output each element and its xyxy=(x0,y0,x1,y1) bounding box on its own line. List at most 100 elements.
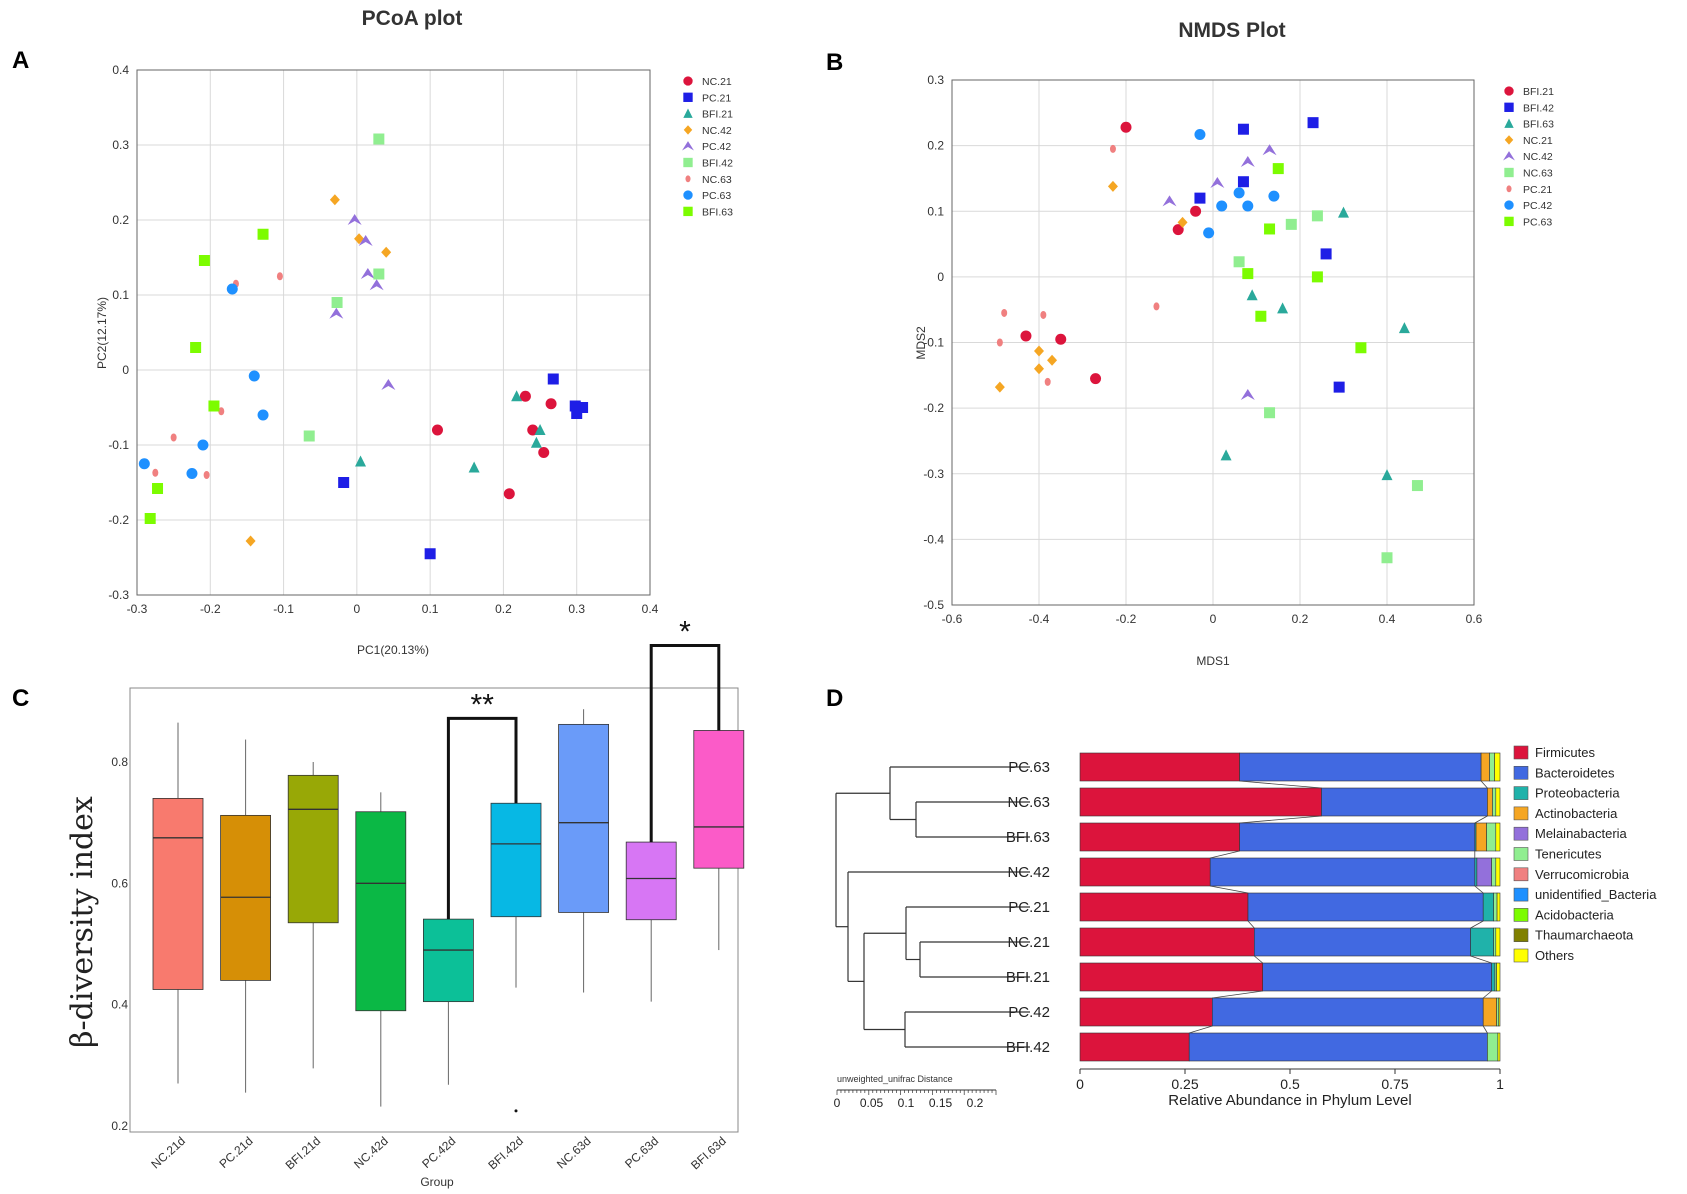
significance-bracket xyxy=(446,716,518,920)
point-pc-21 xyxy=(569,400,581,412)
point-pc-63 xyxy=(1355,342,1367,354)
legend-label: BFI.42 xyxy=(1523,102,1554,114)
boxplot-ticks: 0.2 0.4 0.6 0.8 NC.21d PC.21d BFI.21d NC.42d PC.… xyxy=(111,755,728,1172)
point-nc-21 xyxy=(527,424,539,436)
point-nc-21 xyxy=(545,398,557,410)
point-pc-42 xyxy=(1194,128,1206,140)
x-tick-label: 0 xyxy=(1210,612,1217,626)
point-nc-21 xyxy=(1107,180,1118,192)
legend-label: NC.63 xyxy=(1523,168,1553,180)
legend-marker-pc-42 xyxy=(1504,200,1514,210)
bar-connector xyxy=(1482,990,1492,999)
bar-segment-bacteroidetes xyxy=(1321,787,1488,817)
point-pc-21 xyxy=(1040,310,1047,319)
box-nc-21d xyxy=(152,798,204,990)
y-tick-label: -0.5 xyxy=(923,598,944,612)
y-tick-label: -0.1 xyxy=(923,336,944,350)
legend-marker-nc-42 xyxy=(1503,151,1515,161)
point-bfi-21 xyxy=(1120,121,1132,133)
point-bfi-21 xyxy=(1020,330,1032,342)
y-tick-label: -0.3 xyxy=(108,588,129,602)
y-tick-label: 0 xyxy=(937,270,944,284)
legend-label: NC.63 xyxy=(702,174,732,186)
bar-connector xyxy=(1470,920,1484,929)
bar-segment-firmicutes xyxy=(1079,822,1240,852)
legend-marker-nc-21 xyxy=(1504,135,1514,145)
box-bfi-42d xyxy=(490,802,542,918)
point-nc-21 xyxy=(519,390,531,402)
legend-label: Firmicutes xyxy=(1535,745,1595,760)
legend-swatch-acidobacteria xyxy=(1513,908,1529,922)
point-nc-63 xyxy=(276,272,283,281)
nmds-points xyxy=(994,117,1423,564)
pcoa-plot: PCoA plot -0.3 -0.2 -0.1 0 0.1 0.2 0.3 0.4-0.3-… xyxy=(95,7,733,657)
bar-segment-bacteroidetes xyxy=(1239,752,1482,782)
point-bfi-21 xyxy=(530,436,542,448)
x-tick-label: 0.3 xyxy=(568,602,585,616)
point-nc-21 xyxy=(1047,354,1058,366)
point-nc-42 xyxy=(1262,144,1277,156)
bar-segment-proteobacteria xyxy=(1470,927,1494,957)
boxplot-frame xyxy=(129,687,739,1133)
legend-label: NC.21 xyxy=(1523,135,1553,147)
point-nc-63 xyxy=(1411,480,1423,492)
boxplot-boxes xyxy=(152,709,745,1113)
x-tick-label: PC.21d xyxy=(216,1134,255,1171)
bar-segment-tenericutes xyxy=(1487,1032,1499,1062)
point-pc-63 xyxy=(1311,271,1323,283)
legend-label: Acidobacteria xyxy=(1535,907,1615,922)
point-nc-21 xyxy=(1177,216,1188,228)
point-bfi-63 xyxy=(1398,322,1410,334)
y-tick-label: 0.1 xyxy=(927,204,944,218)
point-nc-21 xyxy=(503,488,515,500)
nmds-ticks: -0.6 -0.4 -0.2 0 0.2 0.4 0.6 -0.5 -0.4 -0.3 -0.2 -0… xyxy=(923,73,1482,626)
bar-connector xyxy=(1210,850,1240,859)
sample-label: BFI.63 xyxy=(1006,829,1050,846)
bar-connector xyxy=(1239,780,1322,789)
sample-label: BFI.42 xyxy=(1006,1039,1050,1056)
x-tick-label: 0.5 xyxy=(1280,1076,1300,1092)
legend-marker-pc-21 xyxy=(683,92,693,102)
legend-label: Tenericutes xyxy=(1535,847,1602,862)
dendrogram-scale-label: unweighted_unifrac Distance xyxy=(837,1074,953,1084)
nmds-grid xyxy=(951,79,1475,606)
pcoa-ticks: -0.3 -0.2 -0.1 0 0.1 0.2 0.3 0.4 -0.3 -0.2 -0.1 0 0.… xyxy=(108,63,658,616)
point-bfi-63 xyxy=(208,400,220,412)
bar-segment-bacteroidetes xyxy=(1239,822,1476,852)
point-bfi-63 xyxy=(144,513,156,524)
scale-tick-label: 0.2 xyxy=(967,1096,984,1110)
bar-connector xyxy=(1212,990,1263,999)
bar-connector xyxy=(1189,1025,1213,1034)
bar-segment-firmicutes xyxy=(1079,1032,1190,1062)
legend-label: BFI.63 xyxy=(1523,119,1554,131)
y-tick-label: 0.8 xyxy=(111,755,128,769)
bar-segment-others xyxy=(1495,927,1501,957)
x-tick-label: PC.63d xyxy=(622,1134,661,1171)
bar-segment-tenericutes xyxy=(1489,752,1495,782)
bar-connector xyxy=(1210,885,1249,894)
scale-tick-label: 0.15 xyxy=(929,1096,953,1110)
bar-segment-actinobacteria xyxy=(1475,822,1487,852)
point-pc-63 xyxy=(248,370,260,382)
x-tick-label: NC.42d xyxy=(351,1134,391,1172)
bar-segment-firmicutes xyxy=(1079,857,1211,887)
legend-swatch-firmicutes xyxy=(1513,745,1529,760)
point-pc-42 xyxy=(1233,187,1245,199)
point-nc-42 xyxy=(1240,156,1255,168)
significance-stars: * xyxy=(679,616,691,649)
point-nc-21 xyxy=(431,424,443,436)
bar-segment-tenericutes xyxy=(1491,857,1497,887)
legend-label: unidentified_Bacteria xyxy=(1535,887,1657,902)
point-bfi-42 xyxy=(1237,176,1249,188)
point-nc-21 xyxy=(1034,363,1044,375)
bar-segment-melainabacteria xyxy=(1476,857,1492,887)
legend-swatch-verrucomicrobia xyxy=(1513,867,1529,882)
bar-segment-tenericutes xyxy=(1493,892,1498,922)
box-bfi-63d xyxy=(693,730,745,869)
x-tick-label: NC.21d xyxy=(148,1134,188,1172)
point-pc-42 xyxy=(360,268,375,279)
point-bfi-21 xyxy=(355,455,367,467)
legend-swatch-others xyxy=(1513,948,1529,963)
bar-segment-firmicutes xyxy=(1079,787,1322,817)
y-tick-label: -0.1 xyxy=(108,438,129,452)
